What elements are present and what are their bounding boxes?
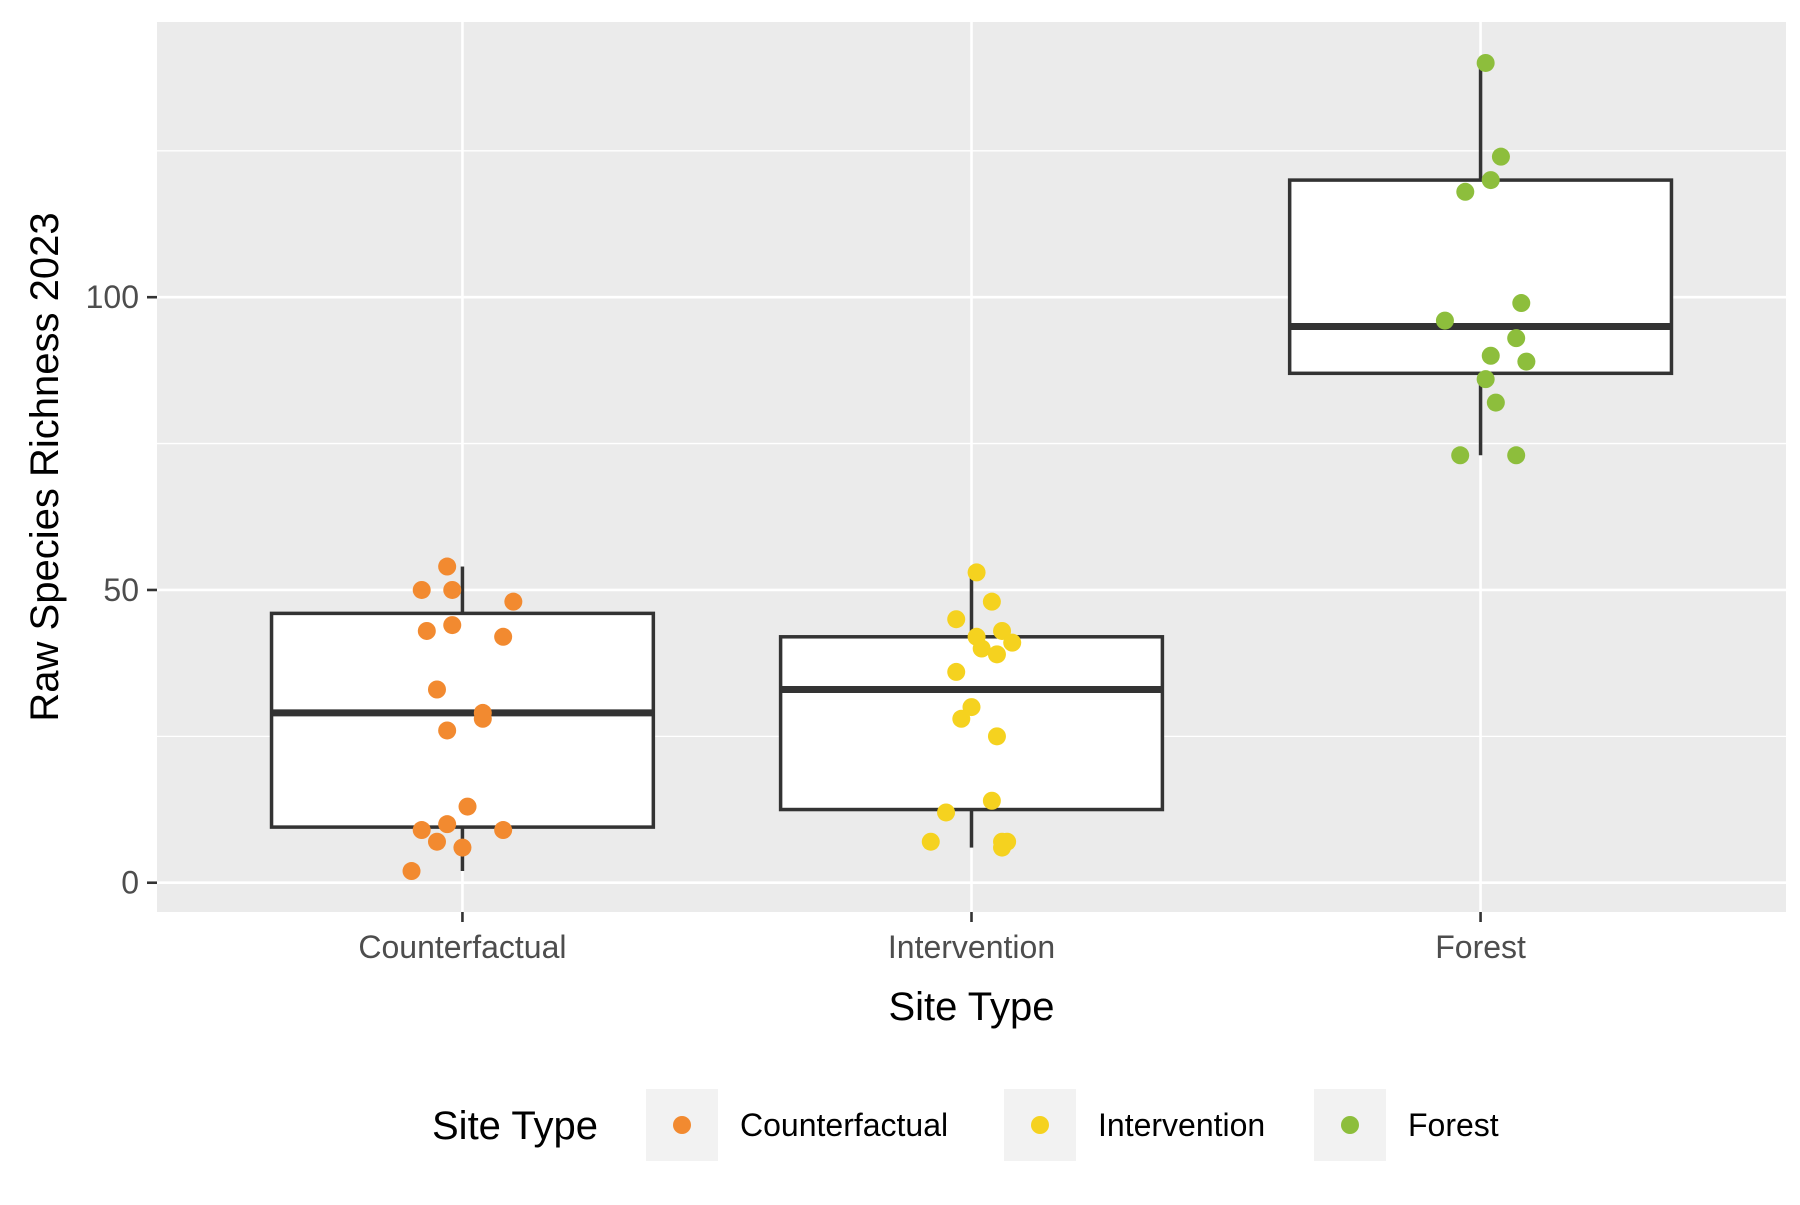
box-iqr [778, 635, 1165, 812]
box-iqr [269, 611, 656, 829]
legend-swatch [1031, 1116, 1049, 1134]
legend-swatch [673, 1116, 691, 1134]
data-point [1512, 294, 1531, 313]
legend-item-forest: Forest [1314, 1089, 1499, 1161]
data-point [504, 592, 523, 611]
box-forest [1287, 62, 1674, 456]
data-point [1456, 182, 1475, 201]
y-axis-title: Raw Species Richness 2023 [23, 212, 67, 721]
legend-label: Forest [1408, 1107, 1499, 1143]
legend-label: Intervention [1098, 1107, 1265, 1143]
data-point [453, 838, 472, 857]
data-point [458, 797, 477, 816]
data-point [402, 862, 421, 881]
legend-title: Site Type [432, 1104, 598, 1148]
data-point [443, 616, 462, 635]
data-point [494, 627, 513, 646]
data-point [952, 709, 971, 728]
data-point [1486, 393, 1505, 412]
data-point [972, 639, 991, 658]
data-point [1481, 171, 1500, 190]
data-point [438, 721, 457, 740]
data-point [1481, 346, 1500, 365]
data-point [427, 680, 446, 699]
data-point [937, 803, 956, 822]
y-tick-label: 100 [86, 279, 139, 315]
box-counterfactual [269, 566, 656, 872]
box-layer [269, 62, 1674, 872]
data-point [1491, 147, 1510, 166]
data-point [982, 791, 1001, 810]
legend-label: Counterfactual [740, 1107, 948, 1143]
data-point [1476, 53, 1495, 72]
data-point [982, 592, 1001, 611]
box-intervention [778, 572, 1165, 848]
data-point [987, 645, 1006, 664]
data-point [494, 821, 513, 840]
data-point [967, 563, 986, 582]
data-point [947, 610, 966, 629]
point-layer [402, 53, 1536, 881]
box-iqr [1287, 178, 1674, 376]
data-point [1003, 633, 1022, 652]
x-tick-label: Counterfactual [358, 929, 566, 965]
legend-item-counterfactual: Counterfactual [646, 1089, 948, 1161]
y-tick-label: 50 [103, 572, 139, 608]
data-point [427, 832, 446, 851]
axis-layer: 0 50 100 Counterfactual Intervention Forest [86, 279, 1526, 965]
data-point [962, 698, 981, 717]
data-point [1507, 329, 1526, 348]
data-point [947, 662, 966, 681]
legend-swatch [1341, 1116, 1359, 1134]
data-point [1476, 370, 1495, 389]
data-point [993, 621, 1012, 640]
data-point [1507, 446, 1526, 465]
data-point [412, 580, 431, 599]
data-point [1435, 311, 1454, 330]
x-tick-label: Forest [1435, 929, 1526, 965]
data-point [473, 709, 492, 728]
data-point [1517, 352, 1536, 371]
x-tick-label: Intervention [888, 929, 1055, 965]
data-point [443, 580, 462, 599]
legend: Site Type Counterfactual Intervention Fore… [432, 1089, 1499, 1161]
data-point [412, 821, 431, 840]
x-axis-title: Site Type [888, 985, 1054, 1029]
y-tick-label: 0 [121, 865, 139, 901]
legend-item-intervention: Intervention [1004, 1089, 1265, 1161]
data-point [987, 727, 1006, 746]
data-point [1451, 446, 1470, 465]
data-point [438, 557, 457, 576]
data-point [417, 621, 436, 640]
data-point [921, 832, 940, 851]
data-point [993, 838, 1012, 857]
data-point [438, 815, 457, 834]
